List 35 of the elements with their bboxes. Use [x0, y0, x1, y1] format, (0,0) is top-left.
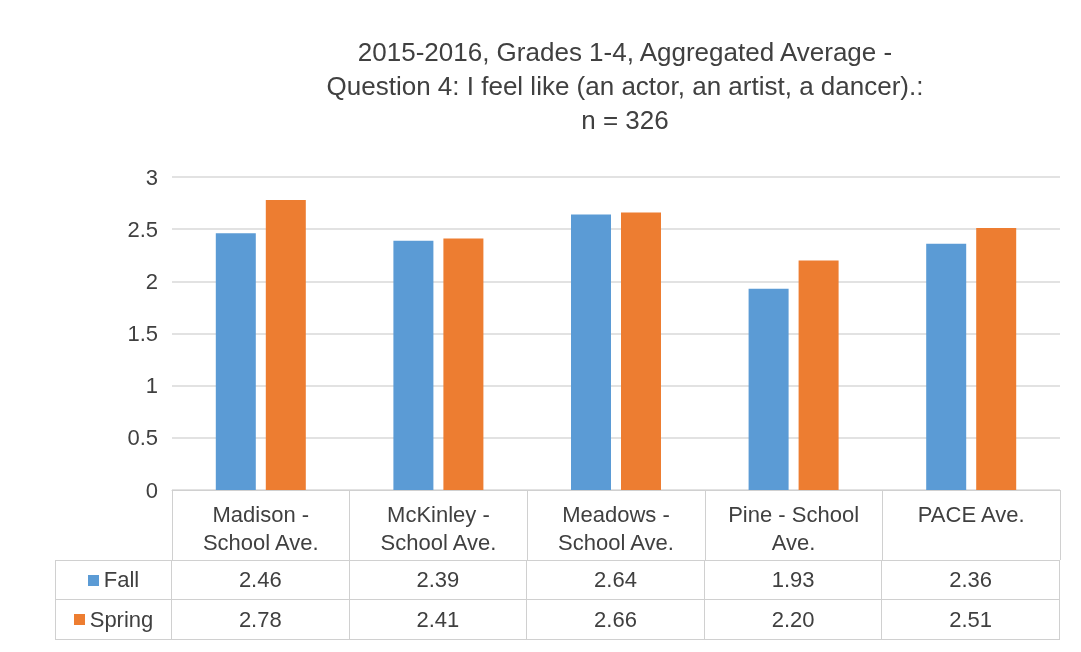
- data-label: 2.64: [527, 560, 705, 600]
- bar: [798, 260, 839, 490]
- data-label: 2.39: [349, 560, 528, 600]
- y-tick-label: 3: [145, 164, 158, 190]
- chart-title: 2015-2016, Grades 1-4, Aggregated Average - Question 4: I feel like (an actor, an artist, a dancer).: n = 326: [326, 37, 924, 135]
- y-tick-label: 2.5: [127, 216, 158, 242]
- data-label: 1.93: [704, 560, 883, 600]
- data-label: 2.66: [527, 600, 705, 640]
- bar: [926, 243, 967, 490]
- y-tick-label: 2: [145, 268, 158, 294]
- x-tick-label: Meadows - School Ave.: [558, 501, 674, 555]
- bar: [443, 238, 484, 490]
- data-label: 2.78: [172, 600, 350, 640]
- bar: [621, 212, 661, 490]
- bar: [976, 228, 1017, 490]
- y-tick-label: 1: [145, 373, 158, 399]
- legend-label: Spring: [89, 606, 154, 633]
- y-tick-label: 0.5: [127, 425, 158, 451]
- data-label: 2.46: [172, 560, 350, 600]
- legend-label: Fall: [103, 567, 140, 593]
- data-label: 2.51: [882, 600, 1060, 640]
- y-tick-label: 0: [145, 477, 158, 503]
- y-tick-label: 1.5: [127, 321, 158, 346]
- x-tick-label: Madison - School Ave.: [202, 501, 319, 555]
- x-tick-label: PACE Ave.: [917, 501, 1025, 527]
- data-label: 2.20: [704, 600, 883, 640]
- x-tick-label: McKinley - School Ave.: [380, 501, 497, 555]
- bar: [393, 240, 434, 490]
- bar: [571, 214, 611, 490]
- bar: [748, 288, 789, 490]
- bar: [265, 199, 306, 490]
- x-tick-label: Pine - School Ave.: [728, 501, 860, 555]
- bar: [215, 233, 256, 490]
- data-label: 2.36: [882, 560, 1060, 600]
- data-label: 2.41: [349, 600, 528, 640]
